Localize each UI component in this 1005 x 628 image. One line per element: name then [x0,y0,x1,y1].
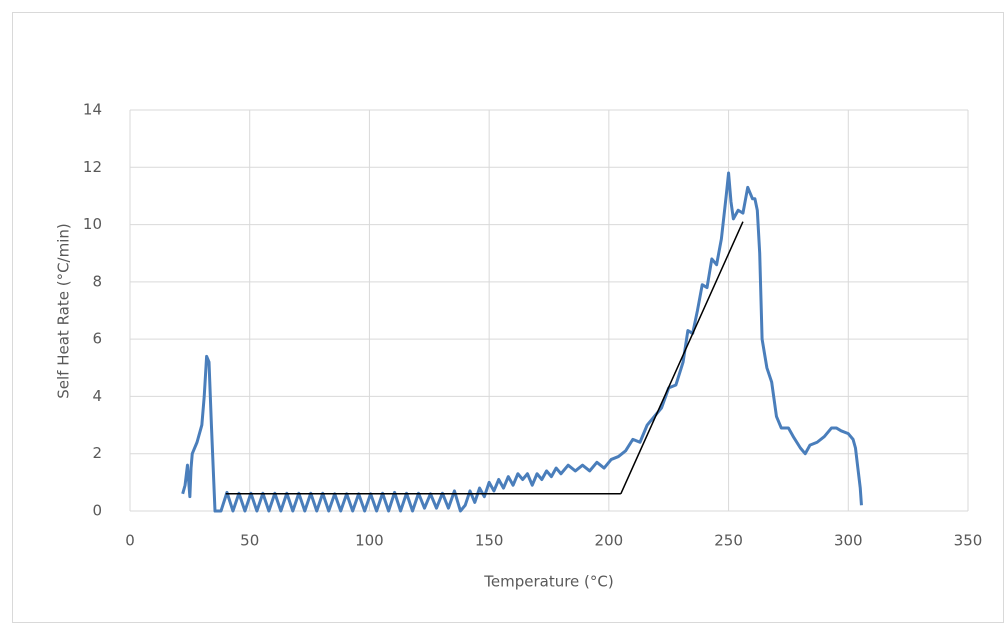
x-tick-label: 0 [125,532,135,550]
x-tick-label: 50 [240,532,259,550]
y-tick-label: 4 [92,387,102,405]
series-line [181,171,863,513]
series-line [620,221,744,495]
y-tick-label: 12 [83,158,102,176]
x-tick-label: 200 [595,532,624,550]
y-tick-label: 2 [92,444,102,462]
y-axis-label: Self Heat Rate (°C/min) [55,223,73,399]
x-axis-label: Temperature (°C) [483,573,613,591]
x-tick-label: 350 [954,532,983,550]
y-tick-label: 8 [92,272,102,290]
x-tick-label: 300 [834,532,863,550]
y-tick-label: 6 [92,330,102,348]
chart-frame [12,12,1004,623]
x-tick-label: 100 [355,532,384,550]
y-tick-label: 14 [83,101,102,119]
y-tick-label: 10 [83,215,102,233]
x-tick-label: 150 [475,532,504,550]
y-tick-label: 0 [92,502,102,520]
x-tick-label: 250 [714,532,743,550]
